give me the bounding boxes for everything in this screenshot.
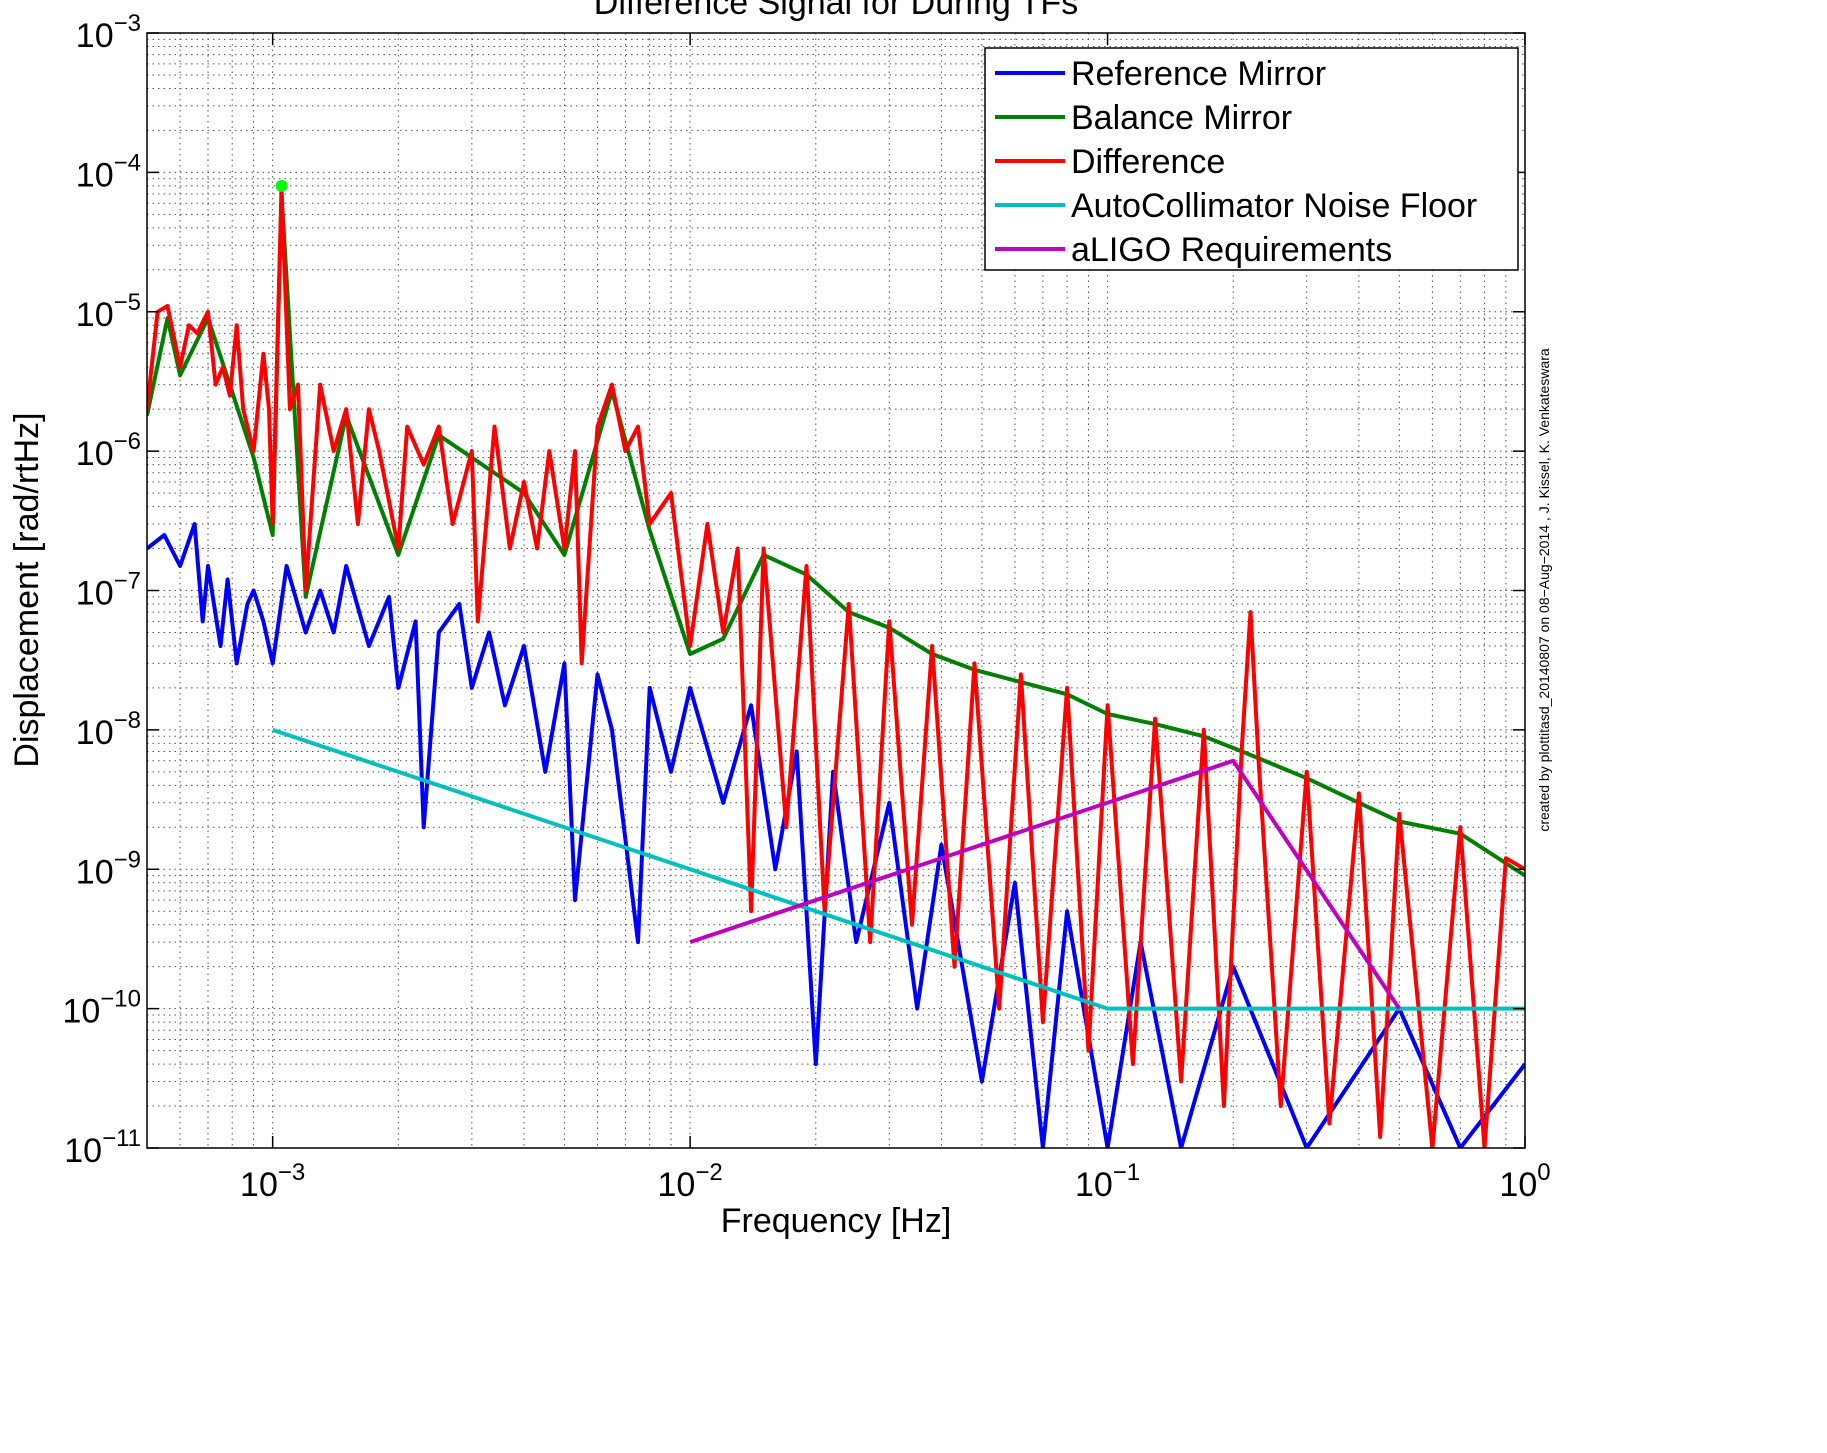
tick-base: 10: [62, 993, 100, 1031]
tick-power: −5: [114, 289, 141, 316]
tick-base: 10: [658, 1166, 696, 1204]
tick-label: 10−7: [76, 568, 141, 613]
legend-box: [984, 47, 1519, 271]
chart-title: Difference Signal for During TFs: [594, 0, 1078, 22]
tick-power: −10: [100, 986, 141, 1013]
tick-label: 100: [1499, 1159, 1550, 1204]
tick-power: 0: [1537, 1159, 1550, 1186]
tick-base: 10: [240, 1166, 278, 1204]
ticks: 10−3 10−2 10−1 10010−1110−1010−910−810−710−…: [62, 10, 1550, 1204]
tick-label: 10−8: [76, 707, 141, 752]
series-line: [689, 758, 1401, 1010]
tick-label: 10−10: [62, 986, 141, 1031]
tick-label: 10−3: [76, 10, 141, 55]
tick-base: 10: [76, 156, 114, 194]
tick-power: −3: [114, 10, 141, 37]
tick-label: 10−5: [76, 289, 141, 334]
tick-power: −7: [114, 568, 141, 595]
legend-label: Balance Mirror: [1071, 99, 1292, 137]
tick-label: 10−2: [658, 1159, 723, 1204]
tick-power: −11: [102, 1125, 141, 1152]
series-line: [147, 522, 1525, 1148]
legend-label: AutoCollimator Noise Floor: [1071, 187, 1477, 225]
tick-label: 10−9: [76, 846, 141, 891]
tick-power: −2: [695, 1159, 722, 1186]
side-note: created by plottitasd_20140807 on 08−Aug…: [1536, 348, 1552, 832]
tick-label: 10−3: [240, 1159, 305, 1204]
tick-power: −9: [114, 846, 141, 873]
x-axis-label: Frequency [Hz]: [721, 1202, 952, 1240]
tick-base: 10: [76, 17, 114, 55]
tick-base: 10: [76, 714, 114, 752]
tick-label: 10−11: [64, 1125, 141, 1170]
peak-marker: [275, 179, 288, 192]
tick-base: 10: [76, 575, 114, 613]
tick-power: −6: [114, 428, 141, 455]
tick-power: −4: [114, 149, 141, 176]
tick-power: −1: [1113, 1159, 1140, 1186]
tick-label: 10−6: [76, 428, 141, 473]
tick-base: 10: [64, 1132, 102, 1170]
tick-power: −3: [278, 1159, 305, 1186]
legend-label: aLIGO Requirements: [1071, 231, 1392, 269]
tick-power: −8: [114, 707, 141, 734]
series-line: [147, 187, 1525, 1148]
legend: Reference Mirror Balance Mirror Difference…: [984, 47, 1519, 271]
tick-label: 10−4: [76, 149, 141, 194]
tick-base: 10: [1499, 1166, 1537, 1204]
y-axis-label: Displacement [rad/rtHz]: [8, 412, 46, 767]
tick-base: 10: [1075, 1166, 1113, 1204]
legend-label: Reference Mirror: [1071, 55, 1326, 93]
tick-label: 10−1: [1075, 1159, 1140, 1204]
tick-base: 10: [76, 853, 114, 891]
tick-base: 10: [76, 435, 114, 473]
lines: [147, 179, 1525, 1148]
tick-base: 10: [76, 296, 114, 334]
series-line: [272, 728, 1525, 1011]
legend-label: Difference: [1071, 143, 1225, 181]
